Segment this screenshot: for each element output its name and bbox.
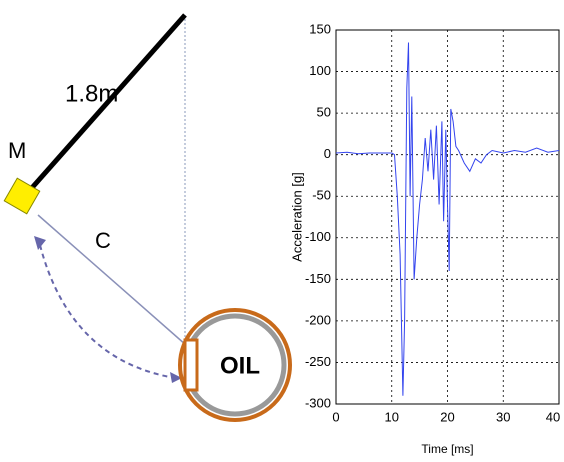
chart: -300 -250 -200 -150 -100 -50 0 50 100 150 0 10 20 30 4… [289,21,560,456]
mass [3,177,41,215]
y-tick-label: 100 [309,63,331,78]
x-tick-label: 20 [440,409,454,424]
x-tick-label: 0 [332,409,339,424]
y-tick-label: -50 [312,188,331,203]
swing-arrow [39,244,176,379]
y-tick-label: 150 [309,21,331,36]
distance-label: C [95,228,111,253]
y-axis-label: Acceleration [g] [289,172,304,262]
pendulum-arm [28,13,187,192]
y-tick-label: -200 [305,312,331,327]
tank-label: OIL [220,352,260,379]
y-tick-label: -300 [305,395,331,410]
x-tick-label: 30 [496,409,510,424]
y-tick-label: -250 [305,354,331,369]
x-tick-label: 40 [546,409,560,424]
y-tick-label: -100 [305,229,331,244]
data-line [335,42,560,396]
distance-line [37,214,187,346]
y-tick-label: 0 [324,146,331,161]
arrow-head [170,372,182,383]
diagram: 1.8m M C OIL [3,13,292,422]
length-label: 1.8m [65,80,118,107]
y-tick-label: 50 [317,105,331,120]
x-tick-label: 10 [385,409,399,424]
sensor-bracket [183,338,199,392]
arrow-head [34,236,46,250]
y-tick-label: -150 [305,271,331,286]
mass-label: M [8,138,26,163]
x-axis-label: Time [ms] [421,442,473,456]
